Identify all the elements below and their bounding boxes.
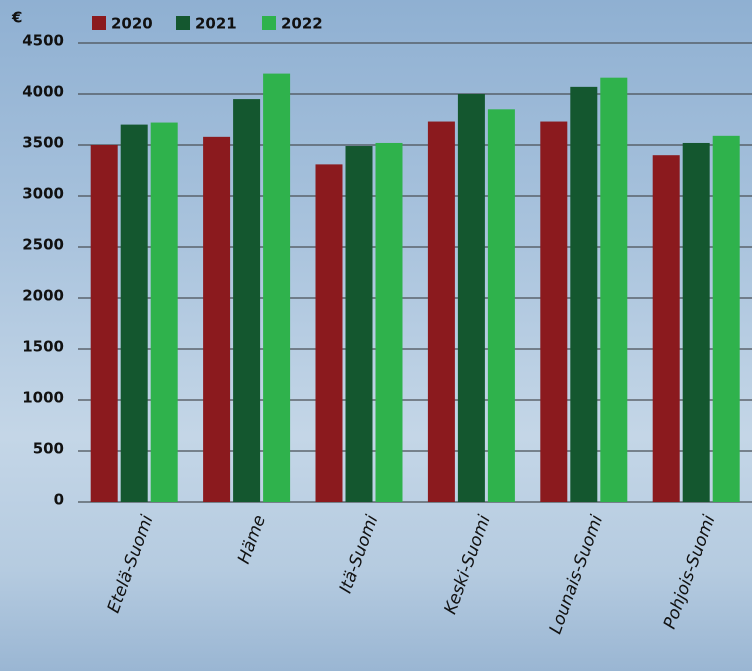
legend-swatch (92, 16, 106, 30)
bar (570, 86, 598, 503)
y-tick-label: 500 (33, 440, 64, 458)
bar (682, 142, 710, 502)
bar (375, 142, 403, 502)
y-tick-label: 1500 (22, 338, 64, 356)
bar (263, 73, 291, 502)
x-tick-label: Pohjois-Suomi (660, 512, 720, 631)
bar (487, 109, 515, 503)
bar (120, 124, 148, 502)
bar (652, 155, 680, 502)
y-tick-label: 0 (54, 491, 64, 509)
bar (90, 145, 118, 502)
bar (600, 77, 628, 503)
x-tick-label: Häme (234, 513, 270, 567)
legend-label: 2021 (195, 15, 237, 33)
bar (712, 135, 740, 502)
x-tick-label: Lounais-Suomi (546, 512, 608, 636)
legend-swatch (176, 16, 190, 30)
y-tick-label: 1000 (22, 389, 64, 407)
y-tick-label: 4500 (22, 32, 64, 50)
y-tick-label: 3500 (22, 134, 64, 152)
y-tick-label: 3000 (22, 185, 64, 203)
x-tick-label: Etelä-Suomi (104, 512, 158, 615)
legend-label: 2020 (111, 15, 153, 33)
bar (150, 122, 178, 502)
y-unit: € (11, 9, 22, 27)
bar (203, 136, 231, 502)
bar (427, 121, 455, 502)
x-tick-label: Itä-Suomi (336, 512, 383, 596)
bar (233, 99, 261, 502)
legend-swatch (262, 16, 276, 30)
bar (540, 121, 568, 502)
x-tick-label: Keski-Suomi (440, 512, 494, 617)
bar (345, 146, 373, 502)
y-tick-label: 4000 (22, 83, 64, 101)
y-tick-label: 2000 (22, 287, 64, 305)
bar (457, 94, 485, 502)
y-tick-label: 2500 (22, 236, 64, 254)
legend-label: 2022 (281, 15, 323, 33)
bar (315, 164, 343, 502)
